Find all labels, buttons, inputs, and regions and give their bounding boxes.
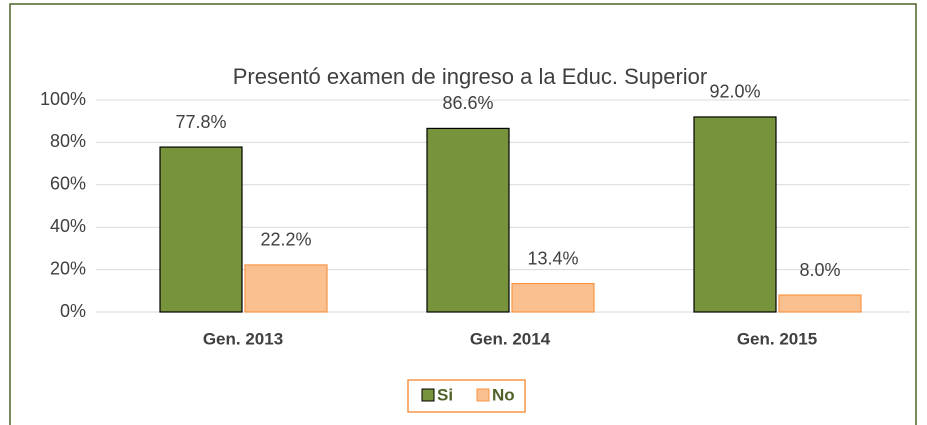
bar (693, 116, 777, 313)
chart-title: Presentó examen de ingreso a la Educ. Su… (233, 64, 708, 89)
legend-box (407, 379, 526, 413)
data-label: 92.0% (709, 82, 760, 102)
data-label: 77.8% (175, 112, 226, 132)
y-tick-label: 80% (50, 131, 86, 151)
data-label: 8.0% (799, 260, 840, 280)
legend-label: No (492, 385, 515, 404)
bar (778, 294, 862, 313)
bar (511, 282, 595, 313)
legend-swatch (476, 388, 490, 402)
y-tick-label: 0% (60, 301, 86, 321)
x-tick-label: Gen. 2015 (737, 329, 817, 348)
x-tick-label: Gen. 2014 (470, 329, 551, 348)
x-tick-label: Gen. 2013 (203, 329, 283, 348)
bar (426, 127, 510, 313)
y-tick-label: 40% (50, 216, 86, 236)
y-tick-label: 100% (40, 89, 86, 109)
y-tick-label: 60% (50, 174, 86, 194)
y-tick-label: 20% (50, 258, 86, 278)
legend-label: Si (437, 385, 453, 404)
bar (244, 264, 328, 313)
data-label: 86.6% (442, 93, 493, 113)
data-label: 13.4% (527, 248, 578, 268)
bar (159, 146, 243, 313)
data-label: 22.2% (260, 230, 311, 250)
legend-swatch (421, 388, 435, 402)
